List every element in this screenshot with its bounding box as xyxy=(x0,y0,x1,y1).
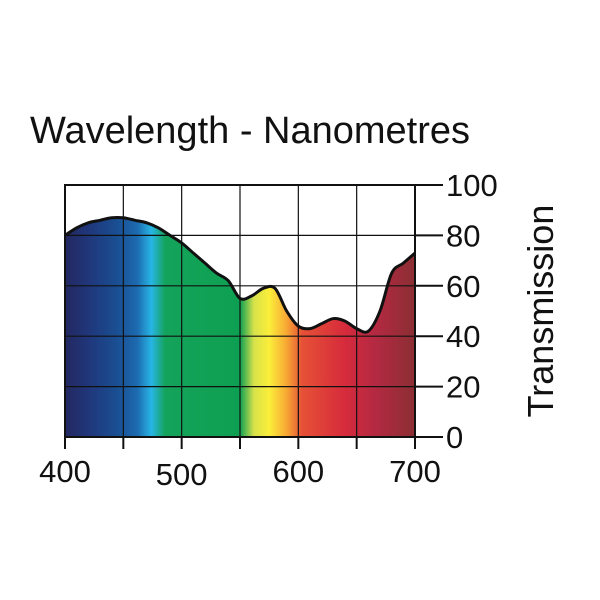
x-tick-label: 500 xyxy=(156,457,208,492)
x-tick-label: 400 xyxy=(39,454,91,489)
y-tick-label: 0 xyxy=(446,420,463,455)
x-tick-label: 600 xyxy=(272,454,324,489)
y-tick-label: 80 xyxy=(446,218,480,253)
chart-title: Wavelength - Nanometres xyxy=(30,110,470,152)
y-tick-label: 40 xyxy=(446,319,480,354)
y-axis-title: Transmission xyxy=(520,205,561,418)
y-tick-label: 100 xyxy=(446,168,498,203)
x-tick-label: 700 xyxy=(389,454,441,489)
y-tick-label: 60 xyxy=(446,269,480,304)
transmission-line xyxy=(64,215,416,334)
y-tick-label: 20 xyxy=(446,370,480,405)
